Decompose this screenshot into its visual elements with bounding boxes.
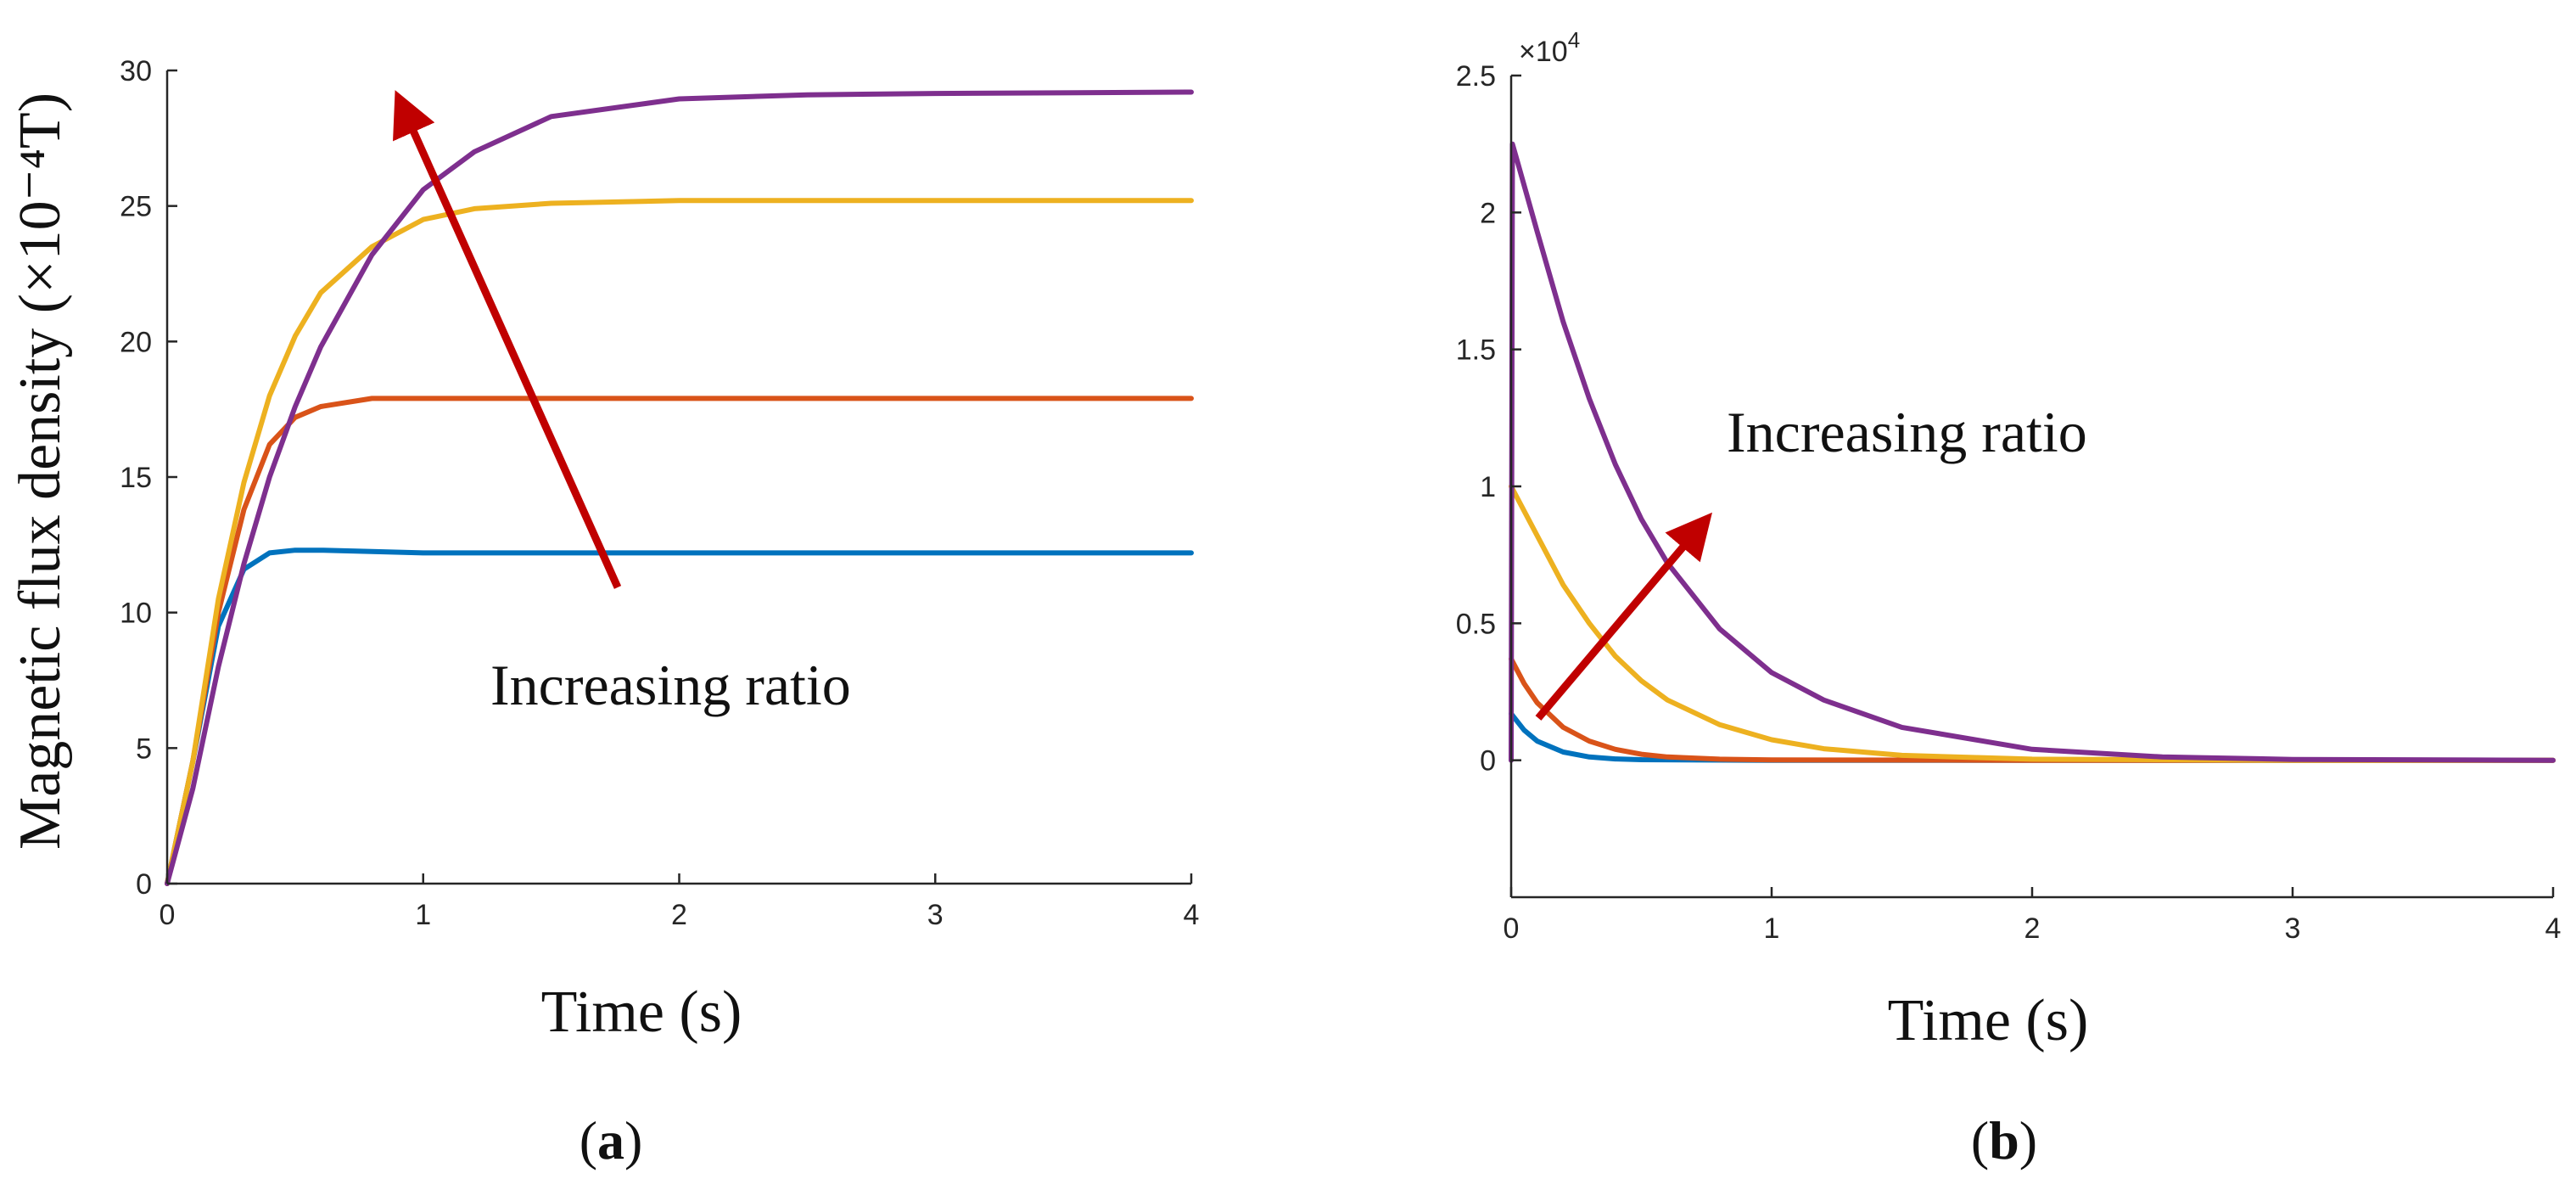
panel-b-x-tick-label: 2 [2024,912,2041,945]
panel-a-series-line-3 [165,198,1194,886]
panel-a-y-tick-label: 25 [120,191,152,223]
panel-a-x-tick-label: 2 [671,899,687,931]
panel-a-y-tick-label: 30 [120,55,152,87]
panel-a-x-tick-label: 1 [415,899,431,931]
panel-a-x-tick-label: 4 [1184,899,1200,931]
panel-a-increasing-arrow [393,90,622,589]
panel-a-x-axis-title: Time (s) [541,980,742,1045]
panel-b-x-ticks: 0 1 2 3 4 [1504,887,2562,945]
panel-a-series-line-2 [165,396,1194,886]
panel-a-annotation: Increasing ratio [490,653,851,717]
panel-b-x-tick-label: 4 [2545,912,2562,945]
panel-a-y-tick-label: 10 [120,598,152,630]
panel-a-y-tick-label: 5 [136,733,152,765]
panel-b-x-axis-title: Time (s) [1888,988,2089,1053]
panel-a-x-tick-label: 0 [160,899,176,931]
panel-a-y-ticks: 0 5 10 15 20 25 30 [120,55,177,901]
panel-b-series-line-2 [1509,656,2556,763]
panel-a-y-tick-label: 20 [120,326,152,358]
panel-b-y-tick-label: 1.5 [1456,334,1496,367]
panel-a-series-line-4 [165,89,1194,886]
panel-b-y-tick-label: 0 [1480,745,1496,778]
panel-b-series-line-3 [1509,484,2556,763]
panel-b-y-tick-label: 0.5 [1456,608,1496,640]
panel-b-x-tick-label: 0 [1504,912,1520,945]
panel-b-label: (b) [1971,1110,2037,1171]
panel-b: 0 1 2 3 4 0 0.5 1 1.5 2 2.5 ×104 Time (s) Increas… [1456,27,2562,1171]
panel-b-increasing-arrow [1535,512,1712,721]
panel-b-x-tick-label: 1 [1764,912,1780,945]
panel-b-series-line-1 [1509,710,2556,763]
panel-a-x-tick-label: 3 [927,899,944,931]
panel-a-y-tick-label: 15 [120,462,152,494]
panel-b-y-ticks: 0 0.5 1 1.5 2 2.5 [1456,60,1521,778]
panel-b-series-group [1509,141,2556,763]
panel-b-y-tick-label: 1 [1480,471,1496,503]
panel-b-x-tick-label: 3 [2285,912,2301,945]
panel-a-y-tick-label: 0 [136,868,152,901]
panel-b-annotation: Increasing ratio [1727,400,2087,464]
panel-a: 0 1 2 3 4 0 5 10 15 20 25 30 Time (s) Magnetic flu… [8,55,1199,1171]
panel-a-y-axis-title: Magnetic flux density (×10⁻⁴T) [8,93,73,850]
panel-a-x-ticks: 0 1 2 3 4 [160,873,1200,931]
panel-b-y-tick-label: 2.5 [1456,60,1496,93]
panel-b-y-tick-label: 2 [1480,197,1496,229]
panel-b-y-exponent: ×104 [1519,27,1580,68]
panel-a-series-group [165,89,1194,886]
panel-a-label: (a) [580,1110,643,1171]
